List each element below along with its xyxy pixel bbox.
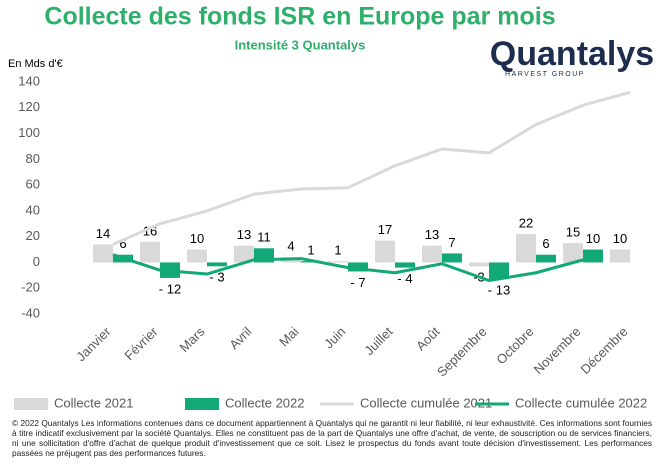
data-label: 13 xyxy=(425,227,439,242)
y-axis-label: En Mds d'€ xyxy=(8,58,63,70)
bar xyxy=(442,253,462,263)
legend-swatch xyxy=(185,398,219,410)
data-label: 17 xyxy=(378,222,392,237)
footnote: © 2022 Quantalys Les informations conten… xyxy=(12,418,652,458)
bar xyxy=(563,243,583,263)
logo-sub: HARVEST GROUP xyxy=(505,71,585,78)
bar xyxy=(207,262,227,267)
chart-title: Collecte des fonds ISR en Europe par moi… xyxy=(44,3,555,31)
y-tick-label: 0 xyxy=(33,254,40,269)
bar xyxy=(234,245,254,263)
bar xyxy=(348,262,368,272)
data-label: 15 xyxy=(566,225,580,240)
x-tick-label: Mai xyxy=(276,324,301,349)
bar xyxy=(93,244,113,263)
bar xyxy=(328,261,348,263)
legend-label: Collecte 2022 xyxy=(225,395,305,410)
bar xyxy=(422,245,442,263)
y-tick-label: 80 xyxy=(26,151,40,166)
line xyxy=(112,253,584,282)
data-label: 1 xyxy=(307,243,314,258)
data-label: 6 xyxy=(119,236,126,251)
y-tick-label: 100 xyxy=(18,125,40,140)
data-label: 10 xyxy=(586,231,600,246)
x-tick-label: Février xyxy=(121,323,161,363)
bar xyxy=(516,234,536,263)
legend-label: Collecte 2021 xyxy=(54,395,134,410)
y-tick-label: 20 xyxy=(26,228,40,243)
data-label: - 4 xyxy=(397,271,412,286)
data-label: - 13 xyxy=(488,283,510,298)
y-tick-label: 120 xyxy=(18,99,40,114)
data-label: 14 xyxy=(96,226,110,241)
legend-label: Collecte cumulée 2022 xyxy=(515,395,647,410)
y-tick-label: -20 xyxy=(21,280,40,295)
x-tick-label: Août xyxy=(413,324,443,354)
bar xyxy=(583,249,603,263)
data-label: 1 xyxy=(334,243,341,258)
bar xyxy=(140,241,160,263)
line xyxy=(112,90,631,246)
x-tick-label: Octobre xyxy=(493,324,536,367)
legend-label: Collecte cumulée 2021 xyxy=(360,395,492,410)
y-tick-label: 140 xyxy=(18,73,40,88)
bar xyxy=(375,240,395,263)
bar xyxy=(489,262,509,280)
x-tick-label: Mars xyxy=(177,324,208,355)
logo: Quantalys xyxy=(490,35,654,73)
bar xyxy=(187,249,207,263)
data-label: - 12 xyxy=(159,281,181,296)
x-tick-label: Septembre xyxy=(434,324,490,380)
x-tick-label: Décembre xyxy=(578,324,631,377)
data-label: 4 xyxy=(287,239,294,254)
data-label: 22 xyxy=(519,216,533,231)
legend-swatch xyxy=(14,398,48,410)
bar xyxy=(469,262,489,267)
bar xyxy=(395,262,415,268)
data-label: 11 xyxy=(257,230,271,245)
chart-subtitle: Intensité 3 Quantalys xyxy=(235,37,366,52)
data-label: - 7 xyxy=(350,275,365,290)
x-tick-label: Novembre xyxy=(531,324,584,377)
data-label: 6 xyxy=(542,236,549,251)
data-label: 10 xyxy=(613,231,627,246)
y-tick-label: 40 xyxy=(26,202,40,217)
data-label: 13 xyxy=(237,227,251,242)
x-tick-label: Avril xyxy=(226,324,254,352)
bar xyxy=(536,254,556,263)
bar xyxy=(610,249,630,263)
x-tick-label: Juin xyxy=(321,324,348,351)
data-label: 7 xyxy=(448,235,455,250)
x-tick-label: Juillet xyxy=(361,324,395,358)
y-tick-label: 60 xyxy=(26,177,40,192)
x-tick-label: Janvier xyxy=(73,323,114,364)
data-label: 10 xyxy=(190,231,204,246)
y-tick-label: -40 xyxy=(21,305,40,320)
